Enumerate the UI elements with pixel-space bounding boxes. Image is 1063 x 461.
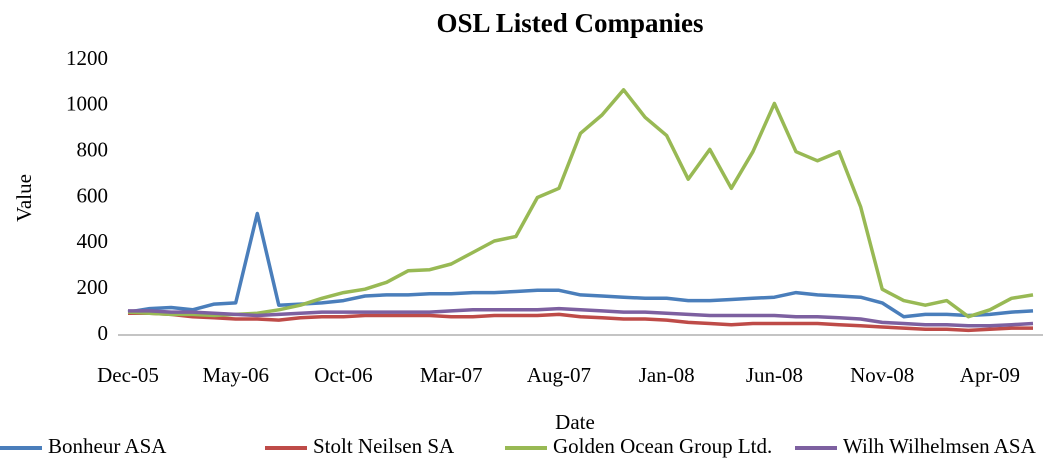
y-tick-label: 0 [98, 321, 109, 345]
y-tick-label: 600 [77, 183, 109, 207]
y-tick-label: 200 [77, 275, 109, 299]
y-tick-label: 800 [77, 137, 109, 161]
series-line [128, 311, 1033, 333]
x-tick-label: Mar-07 [420, 363, 483, 387]
y-tick-label: 1000 [66, 92, 108, 116]
series-line [128, 306, 1034, 328]
legend-label: Golden Ocean Group Ltd. [553, 434, 772, 458]
y-tick-label: 1200 [66, 46, 108, 70]
x-tick-label: Oct-06 [314, 363, 372, 387]
y-tick-label: 400 [77, 229, 109, 253]
legend-label: Stolt Neilsen SA [313, 434, 455, 458]
x-tick-label: Nov-08 [850, 363, 914, 387]
chart-title: OSL Listed Companies [436, 8, 703, 38]
x-tick-label: Jun-08 [746, 363, 803, 387]
legend-label: Bonheur ASA [48, 434, 167, 458]
x-tick-label: Dec-05 [97, 363, 159, 387]
x-tick-label: May-06 [202, 363, 269, 387]
x-axis-label: Date [555, 410, 595, 434]
x-tick-label: Jan-08 [639, 363, 695, 387]
x-tick-label: Aug-07 [527, 363, 591, 387]
y-axis-label: Value [12, 174, 36, 222]
series-line [127, 88, 1034, 319]
legend-label: Wilh Wilhelmsen ASA [843, 434, 1037, 458]
series-line [127, 211, 1034, 319]
x-tick-label: Apr-09 [960, 363, 1020, 387]
